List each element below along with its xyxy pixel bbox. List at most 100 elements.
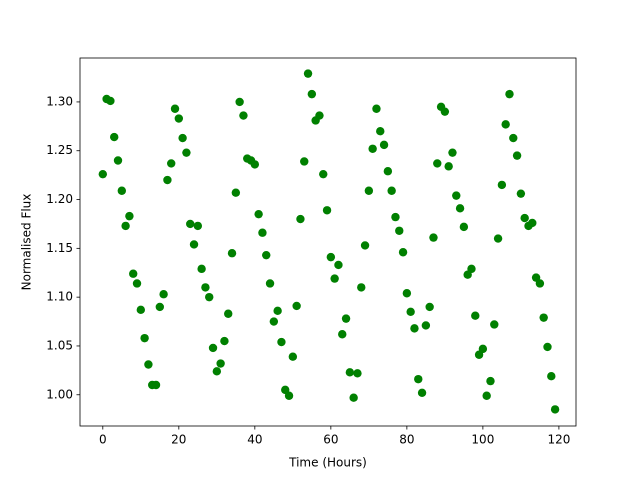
scatter-point — [239, 111, 248, 120]
scatter-point — [265, 279, 275, 288]
x-tick-label: 0 — [99, 433, 107, 447]
scatter-point — [478, 344, 488, 354]
scatter-point — [486, 376, 495, 386]
scatter-point — [452, 191, 461, 200]
scatter-point — [376, 127, 385, 136]
scatter-point — [315, 111, 324, 120]
x-tick-label: 120 — [547, 433, 570, 447]
scatter-point — [284, 391, 294, 400]
y-tick-label: 1.30 — [46, 94, 73, 108]
scatter-point — [535, 279, 545, 288]
x-tick-label: 40 — [247, 433, 262, 447]
scatter-point — [300, 157, 309, 166]
scatter-point — [395, 226, 404, 235]
scatter-point — [410, 324, 419, 333]
x-tick-label: 20 — [171, 433, 186, 447]
scatter-point — [543, 342, 552, 352]
y-axis-label: Normalised Flux — [20, 194, 34, 291]
scatter-point — [277, 337, 286, 347]
scatter-point — [353, 369, 362, 378]
scatter-point — [322, 206, 332, 215]
scatter-point — [368, 144, 377, 153]
scatter-point — [497, 180, 507, 190]
scatter-point — [501, 120, 510, 129]
scatter-point — [140, 333, 149, 343]
scatter-point — [136, 305, 146, 315]
scatter-point — [448, 148, 457, 157]
scatter-point — [467, 264, 476, 274]
scatter-point — [417, 388, 427, 398]
scatter-point — [258, 228, 267, 237]
scatter-point — [440, 107, 450, 116]
scatter-point — [482, 391, 491, 400]
scatter-point — [425, 302, 434, 312]
scatter-point — [345, 368, 355, 377]
scatter-point — [455, 204, 465, 213]
scatter-point — [167, 159, 176, 168]
scatter-point — [414, 374, 423, 384]
scatter-point — [254, 209, 263, 219]
scatter-point — [493, 234, 503, 243]
scatter-point — [197, 264, 206, 274]
scatter-point — [132, 279, 142, 288]
scatter-point — [189, 240, 199, 249]
scatter-point — [155, 302, 165, 312]
y-tick-label: 1.20 — [46, 192, 73, 206]
x-tick-label: 100 — [471, 433, 494, 447]
scatter-point — [174, 114, 184, 123]
scatter-point — [303, 69, 313, 78]
scatter-point — [193, 221, 203, 231]
scatter-point — [471, 311, 480, 320]
scatter-point — [186, 219, 195, 229]
scatter-point — [364, 186, 374, 195]
scatter-point — [391, 212, 400, 222]
y-tick-label: 1.00 — [46, 387, 73, 401]
scatter-point — [288, 352, 298, 361]
scatter-point — [429, 233, 438, 242]
scatter-point — [98, 169, 108, 179]
scatter-point — [144, 360, 153, 369]
scatter-point — [269, 317, 279, 326]
scatter-point — [292, 301, 301, 311]
scatter-point — [106, 96, 115, 106]
scatter-point — [547, 372, 556, 381]
scatter-point — [125, 211, 134, 221]
scatter-point — [262, 250, 271, 260]
x-tick-label: 60 — [323, 433, 338, 447]
scatter-point — [212, 367, 222, 376]
scatter-point — [231, 188, 241, 197]
scatter-point — [357, 283, 366, 292]
axes-frame — [79, 57, 577, 427]
scatter-point — [330, 274, 339, 283]
scatter-point — [205, 292, 214, 302]
scatter-point — [520, 213, 529, 223]
scatter-point — [178, 133, 187, 143]
scatter-point — [406, 307, 415, 316]
scatter-point — [379, 140, 389, 150]
x-tick-label: 80 — [399, 433, 414, 447]
scatter-point — [459, 222, 469, 232]
scatter-point — [121, 221, 130, 231]
scatter-point — [341, 314, 351, 323]
scatter-point — [338, 330, 347, 339]
scatter-point — [433, 159, 442, 168]
y-tick-label: 1.15 — [46, 241, 73, 255]
scatter-point — [444, 162, 453, 171]
scatter-point — [159, 290, 168, 299]
scatter-point — [383, 167, 393, 176]
scatter-point — [505, 89, 514, 99]
scatter-point — [516, 189, 526, 198]
scatter-point — [170, 104, 180, 113]
scatter-point — [216, 359, 225, 368]
scatter-point — [360, 241, 370, 250]
scatter-point — [490, 320, 499, 329]
scatter-point — [372, 104, 381, 113]
scatter-point — [201, 283, 210, 292]
y-tick-label: 1.10 — [46, 290, 73, 304]
scatter-point — [182, 148, 191, 157]
scatter-point — [151, 380, 161, 390]
y-tick-label: 1.25 — [46, 143, 73, 157]
x-axis-label: Time (Hours) — [288, 456, 367, 470]
scatter-point — [224, 309, 233, 318]
